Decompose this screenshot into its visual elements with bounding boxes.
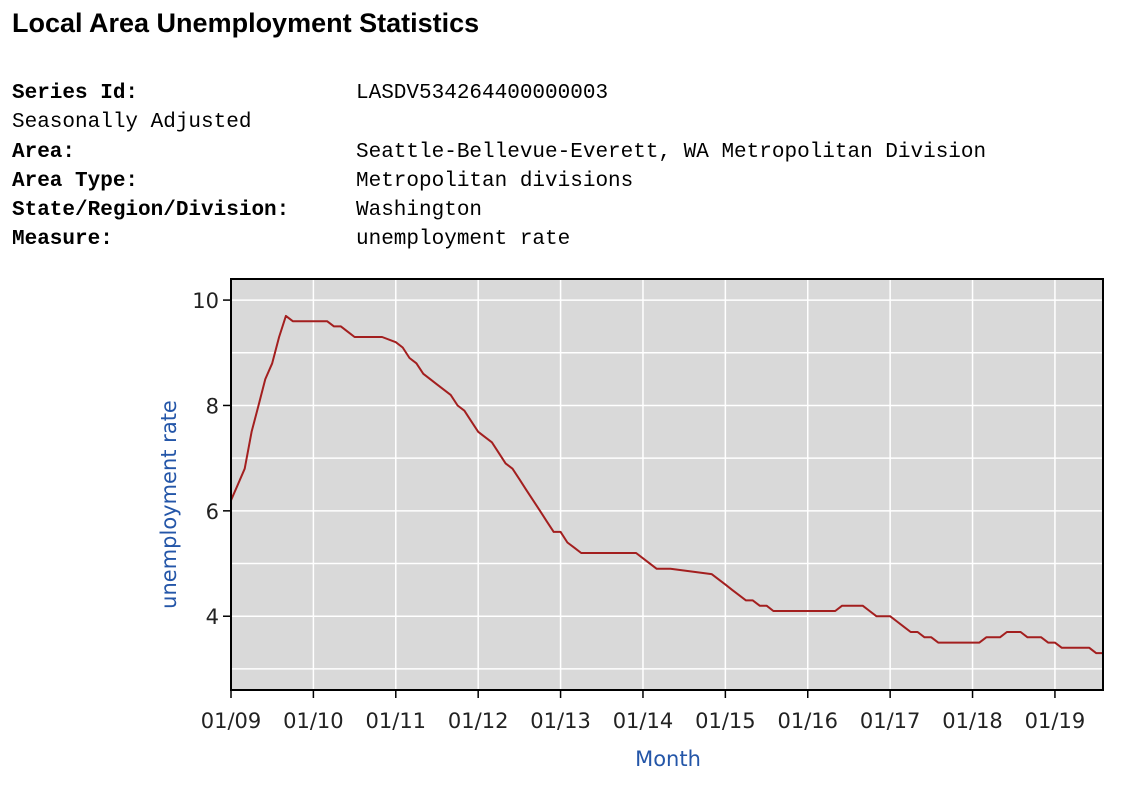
meta-label: State/Region/Division: [12,199,290,223]
page-title: Local Area Unemployment Statistics [12,8,480,38]
y-tick-label: 4 [206,605,219,629]
x-tick-label: 01/16 [777,709,838,733]
meta-label: Area: [12,140,76,164]
x-tick-label: 01/19 [1025,709,1086,733]
plot-frame [230,278,1104,691]
x-tick-label: 01/18 [942,709,1003,733]
x-axis-label: Month [635,747,701,771]
x-tick-label: 01/12 [448,709,509,733]
meta-value: Seattle-Bellevue-Everett, WA Metropolita… [356,140,987,164]
meta-value: Washington [356,199,483,223]
axes: 01/09 01/10 01/11 01/12 01/13 01/14 01/15 01/16… [192,289,1085,733]
meta-label: Seasonally Adjusted [12,111,252,135]
meta-label: Area Type: [12,169,139,193]
x-tick-label: 01/17 [860,709,921,733]
y-tick-label: 6 [206,500,219,524]
x-tick-label: 01/11 [366,709,427,733]
meta-value: LASDV534264400000003 [356,82,609,105]
meta-label: Series Id: [12,82,139,105]
y-tick-label: 10 [192,289,219,313]
series-line [230,314,1103,655]
gridlines [231,279,1103,690]
x-tick-label: 01/13 [530,709,591,733]
x-tick-label: 01/09 [201,709,262,733]
meta-value: Metropolitan divisions [356,169,634,193]
x-tick-label: 01/15 [695,709,756,733]
y-tick-label: 8 [206,394,219,418]
meta-value: unemployment rate [356,228,571,252]
y-axis-label: unemployment rate [157,400,181,609]
x-tick-label: 01/10 [283,709,344,733]
plot-area [231,279,1103,690]
x-tick-label: 01/14 [613,709,674,733]
meta-label: Measure: [12,228,113,252]
